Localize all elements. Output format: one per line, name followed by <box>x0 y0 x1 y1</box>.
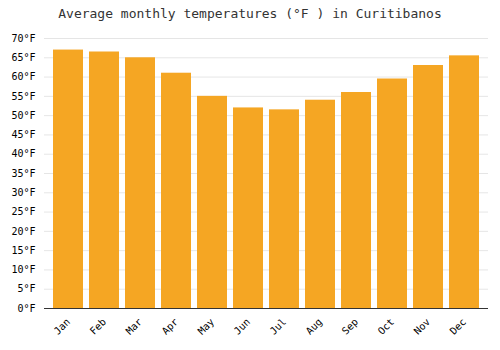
svg-text:Jun: Jun <box>232 316 253 337</box>
svg-text:0°F: 0°F <box>17 303 35 314</box>
svg-text:60°F: 60°F <box>11 71 35 82</box>
html-text:Average monthly temperatures (: Average monthly temperatures (°F ) in Cu… <box>58 6 442 21</box>
svg-text:35°F: 35°F <box>11 168 35 179</box>
svg-text:May: May <box>196 316 217 337</box>
svg-text:40°F: 40°F <box>11 148 35 159</box>
svg-text:50°F: 50°F <box>11 110 35 121</box>
svg-text:10°F: 10°F <box>11 264 35 275</box>
svg-text:30°F: 30°F <box>11 187 35 198</box>
svg-text:Jan: Jan <box>52 316 73 337</box>
svg-text:Nov: Nov <box>412 316 433 337</box>
svg-text:25°F: 25°F <box>11 206 35 217</box>
svg-text:55°F: 55°F <box>11 91 35 102</box>
svg-text:70°F: 70°F <box>11 33 35 44</box>
svg-text:Sep: Sep <box>340 316 361 337</box>
svg-text:45°F: 45°F <box>11 129 35 140</box>
svg-text:5°F: 5°F <box>17 283 35 294</box>
svg-text:Aug: Aug <box>304 316 325 337</box>
svg-text:Feb: Feb <box>88 316 109 337</box>
svg-text:Oct: Oct <box>376 316 397 337</box>
svg-text:Dec: Dec <box>448 316 469 337</box>
svg-text:Mar: Mar <box>124 316 145 337</box>
svg-text:Apr: Apr <box>160 316 181 337</box>
svg-text:15°F: 15°F <box>11 245 35 256</box>
svg-text:65°F: 65°F <box>11 52 35 63</box>
svg-text:Jul: Jul <box>268 316 289 337</box>
svg-text:20°F: 20°F <box>11 226 35 237</box>
